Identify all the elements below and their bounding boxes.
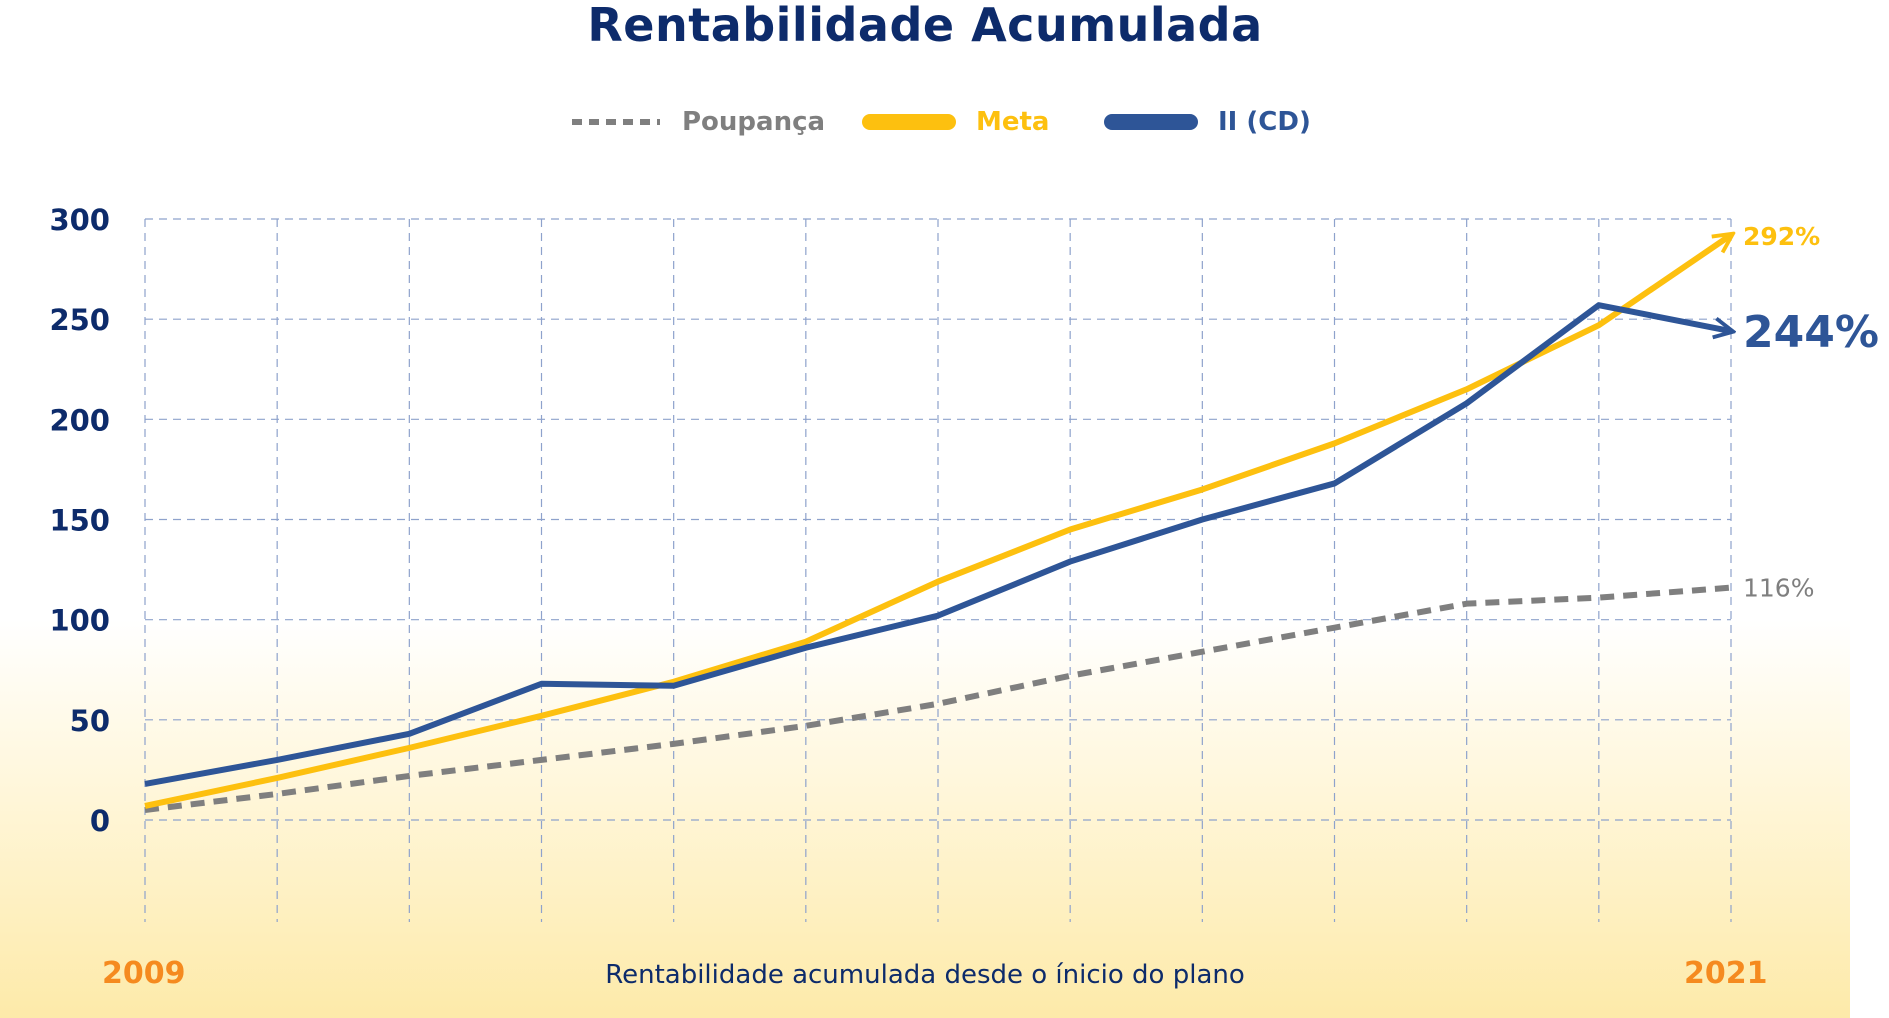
legend-label-poupanca: Poupança (682, 107, 826, 137)
legend-label-ii-cd: II (CD) (1218, 107, 1311, 137)
y-tick-label: 250 (49, 303, 110, 337)
legend-label-meta: Meta (976, 107, 1050, 137)
series-line-meta (144, 235, 1731, 809)
series-line-ii-cd (144, 302, 1731, 787)
legend-item-meta: Meta (862, 104, 1049, 140)
y-tick-label: 150 (49, 504, 110, 538)
y-tick-label: 200 (49, 403, 110, 437)
x-axis-caption: Rentabilidade acumulada desde o ínicio d… (605, 960, 1245, 990)
legend-swatch-ii-cd (1104, 114, 1198, 130)
legend-item-ii-cd: II (CD) (1104, 104, 1311, 140)
y-tick-label: 0 (90, 804, 110, 838)
y-tick-label: 300 (49, 203, 110, 237)
y-tick-label: 50 (70, 704, 110, 738)
series-line-poupanca (144, 584, 1732, 813)
end-label-ii-cd: 244% (1743, 307, 1879, 358)
x-end-label: 2021 (1684, 956, 1768, 991)
legend-swatch-meta (862, 114, 956, 130)
background-gradient (0, 620, 1850, 1018)
chart-title: Rentabilidade Acumulada (587, 0, 1263, 52)
legend-item-poupanca: Poupança (570, 104, 825, 140)
end-label-meta: 292% (1743, 222, 1820, 251)
x-start-label: 2009 (102, 956, 186, 991)
end-label-poupanca: 116% (1743, 574, 1814, 603)
legend-swatch-poupanca (572, 119, 660, 125)
y-tick-label: 100 (49, 604, 110, 638)
